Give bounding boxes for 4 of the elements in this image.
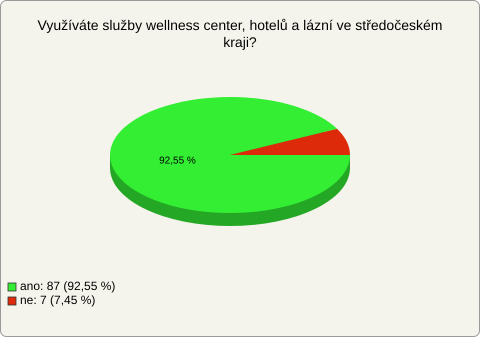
chart-title: Využíváte služby wellness center, hotelů a lázní ve středočeském kraji? (38, 17, 442, 50)
data-label: 92,55 % (159, 156, 196, 167)
legend-label: ne: 7 (7,45 %) (20, 293, 96, 308)
legend-label: ano: 87 (92,55 %) (20, 279, 116, 294)
